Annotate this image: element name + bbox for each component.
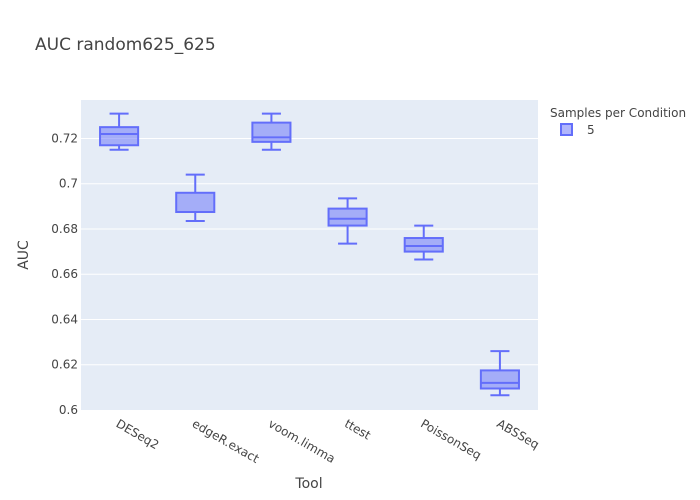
box-absseq <box>479 350 520 397</box>
iqr-box <box>479 369 520 390</box>
y-axis-title: AUC <box>16 240 32 270</box>
y-tick-label: 0.68 <box>51 222 78 236</box>
legend-swatch[interactable] <box>560 123 573 136</box>
legend-title: Samples per Condition <box>550 106 686 120</box>
y-tick-label: 0.72 <box>51 131 78 145</box>
box-deseq2 <box>99 112 140 151</box>
x-axis-title: Tool <box>294 476 322 492</box>
y-tick-label: 0.7 <box>59 177 78 191</box>
box-edger-exact <box>175 173 216 223</box>
plot-area <box>81 100 538 410</box>
iqr-box <box>175 191 216 214</box>
legend-label[interactable]: 5 <box>587 123 595 137</box>
y-tick-label: 0.62 <box>51 358 78 372</box>
chart-title: AUC random625_625 <box>35 35 216 55</box>
box-poissonseq <box>403 224 444 261</box>
box-series <box>99 112 520 397</box>
box-voom-limma <box>251 112 292 151</box>
y-tick-label: 0.66 <box>51 267 78 281</box>
y-tick-label: 0.64 <box>51 312 78 326</box>
iqr-box <box>99 126 140 147</box>
box-ttest <box>327 197 368 245</box>
legend[interactable]: Samples per Condition 5 <box>550 106 686 137</box>
gridlines <box>81 137 538 366</box>
iqr-box <box>403 237 444 253</box>
y-tick-label: 0.6 <box>59 403 78 417</box>
iqr-box <box>251 121 292 143</box>
iqr-box <box>327 207 368 227</box>
y-tick-labels: 0.6 0.62 0.64 0.66 0.68 0.7 0.72 <box>51 131 78 417</box>
